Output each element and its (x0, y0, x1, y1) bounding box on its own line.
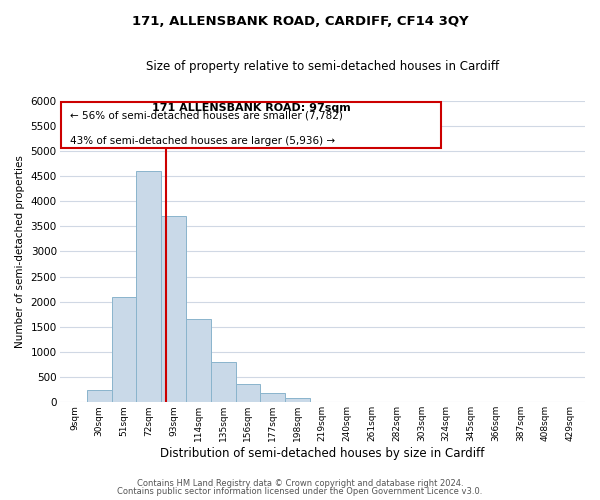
X-axis label: Distribution of semi-detached houses by size in Cardiff: Distribution of semi-detached houses by … (160, 447, 484, 460)
Text: 171, ALLENSBANK ROAD, CARDIFF, CF14 3QY: 171, ALLENSBANK ROAD, CARDIFF, CF14 3QY (131, 15, 469, 28)
Title: Size of property relative to semi-detached houses in Cardiff: Size of property relative to semi-detach… (146, 60, 499, 73)
Text: Contains HM Land Registry data © Crown copyright and database right 2024.: Contains HM Land Registry data © Crown c… (137, 478, 463, 488)
Y-axis label: Number of semi-detached properties: Number of semi-detached properties (15, 155, 25, 348)
Bar (186, 320, 211, 402)
Text: 171 ALLENSBANK ROAD: 97sqm: 171 ALLENSBANK ROAD: 97sqm (152, 102, 350, 113)
Text: Contains public sector information licensed under the Open Government Licence v3: Contains public sector information licen… (118, 487, 482, 496)
Bar (211, 362, 236, 403)
Bar (136, 171, 161, 402)
Bar (285, 398, 310, 402)
Bar (236, 384, 260, 402)
Bar (61, 102, 441, 148)
Bar (87, 390, 112, 402)
Bar (260, 393, 285, 402)
Bar (112, 296, 136, 403)
Bar (161, 216, 186, 402)
Text: ← 56% of semi-detached houses are smaller (7,782): ← 56% of semi-detached houses are smalle… (70, 110, 343, 120)
Text: 43% of semi-detached houses are larger (5,936) →: 43% of semi-detached houses are larger (… (70, 136, 335, 146)
